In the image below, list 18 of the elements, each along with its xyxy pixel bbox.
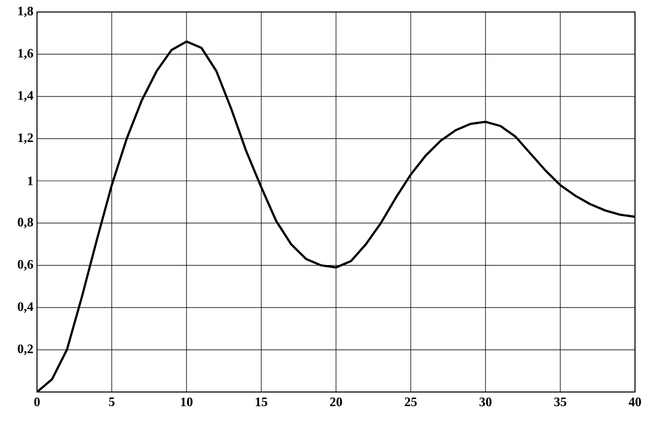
y-tick-label: 1,8 [18,6,34,18]
x-tick-label: 35 [554,398,566,406]
y-tick-label: 0,6 [18,260,34,271]
x-tick-label: 10 [181,398,192,406]
y-tick-label: 0,2 [18,344,33,356]
x-tick-label: 30 [480,398,492,406]
x-tick-label: 20 [330,398,342,406]
x-tick-label: 0 [34,398,40,406]
y-tick-label: 1,2 [18,133,33,144]
x-tick-label: 5 [109,398,115,406]
y-tick-label: 0,8 [18,218,34,228]
y-tick-label: 1,4 [18,91,34,102]
y-tick-label: 1 [28,176,33,186]
y-tick-label: 0,4 [18,302,34,313]
y-tick-label: 1,6 [18,48,34,60]
x-tick-label: 15 [256,398,268,406]
x-tick-label: 25 [404,398,417,406]
x-tick-label: 40 [628,398,641,406]
